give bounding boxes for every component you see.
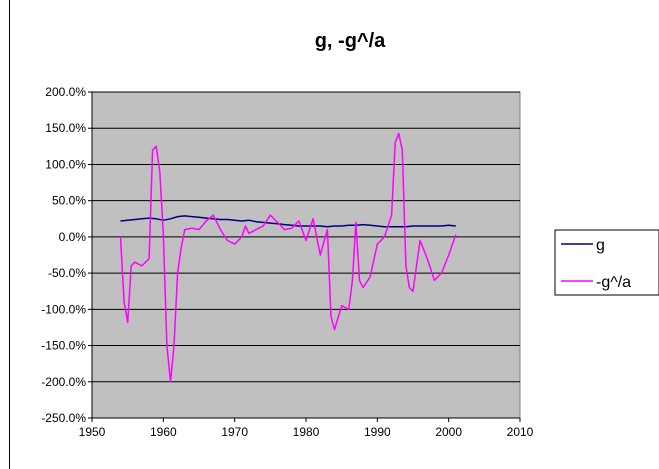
y-tick-label: -150.0% <box>41 339 86 353</box>
series-lines <box>119 132 457 383</box>
series-line-neg-g-hat-over-a <box>119 132 457 383</box>
legend: g -g^/a <box>554 229 659 296</box>
x-tick-label: 1970 <box>221 425 248 439</box>
y-tick-label: 200.0% <box>45 85 86 99</box>
y-tick-label: 0.0% <box>59 230 87 244</box>
y-tick-label: -100.0% <box>41 302 86 316</box>
x-tick-label: 2010 <box>507 425 534 439</box>
axes: 200.0% 150.0% 100.0% 50.0% 0.0% -50.0% -100.0%… <box>41 85 533 439</box>
plot-area <box>91 91 521 419</box>
chart-title: g, -g^/a <box>315 30 386 52</box>
legend-label-g: g <box>596 237 605 254</box>
x-tick-label: 2000 <box>435 425 462 439</box>
y-tick-label: 150.0% <box>45 121 86 135</box>
x-tick-label: 1990 <box>364 425 391 439</box>
series-line-g <box>120 215 456 228</box>
y-tick-label: 50.0% <box>52 194 86 208</box>
y-tick-label: -200.0% <box>41 375 86 389</box>
legend-label-neg-g-hat-over-a: -g^/a <box>596 274 631 291</box>
y-tick-label: -50.0% <box>48 266 86 280</box>
x-tick-label: 1960 <box>150 425 177 439</box>
x-tick-label: 1950 <box>79 425 106 439</box>
legend-box <box>554 229 659 296</box>
x-tick-label: 1980 <box>293 425 320 439</box>
y-tick-label: 100.0% <box>45 157 86 171</box>
y-tick-label: -250.0% <box>41 411 86 425</box>
